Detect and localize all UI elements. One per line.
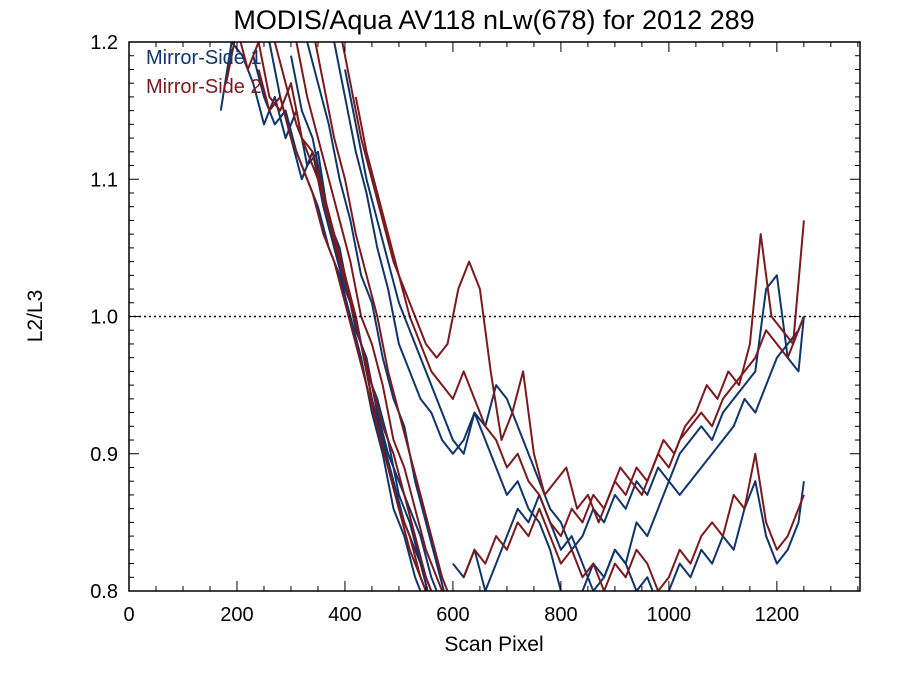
series-2-line-5: [314, 42, 449, 591]
y-tick-label: 0.9: [90, 444, 118, 466]
x-tick-label: 600: [436, 604, 469, 626]
legend-entry-1: Mirror-Side 1: [146, 47, 262, 69]
legend-entry-2: Mirror-Side 2: [146, 76, 262, 98]
series-2-line-4: [295, 42, 444, 591]
series-1-line-7: [344, 69, 805, 551]
y-tick-label: 1.1: [90, 169, 118, 191]
series-layer: [219, 42, 805, 591]
series-1-line-6: [333, 42, 805, 591]
x-tick-label: 1000: [647, 604, 692, 626]
x-tick-label: 0: [123, 604, 134, 626]
series-1-line-2: [252, 55, 422, 591]
y-tick-label: 1.0: [90, 307, 118, 329]
series-1-line-5: [306, 42, 445, 591]
x-tick-label: 1200: [755, 604, 800, 626]
series-1-line-4: [290, 55, 438, 591]
series-2-line-7: [354, 96, 805, 538]
series-2-line-2: [257, 69, 427, 591]
series-2-line-3: [273, 42, 433, 591]
y-tick-label: 0.8: [90, 581, 118, 603]
ticks-layer: 0 200 400 600 800 1000 1200 0.8 0.9 1.0 1.1 1.2: [90, 32, 860, 626]
y-tick-label: 1.2: [90, 32, 118, 54]
series-2-line-6: [341, 42, 805, 524]
x-tick-label: 800: [544, 604, 577, 626]
x-tick-label: 200: [220, 604, 253, 626]
y-axis-label: L2/L3: [24, 290, 47, 343]
legend: Mirror-Side 1 Mirror-Side 2: [146, 47, 262, 98]
series-1-line-8: [452, 480, 805, 591]
series-2-line-8: [462, 452, 805, 591]
x-tick-label: 400: [328, 604, 361, 626]
chart-title: MODIS/Aqua AV118 nLw(678) for 2012 289: [233, 5, 754, 35]
x-axis-label: Scan Pixel: [444, 633, 543, 656]
